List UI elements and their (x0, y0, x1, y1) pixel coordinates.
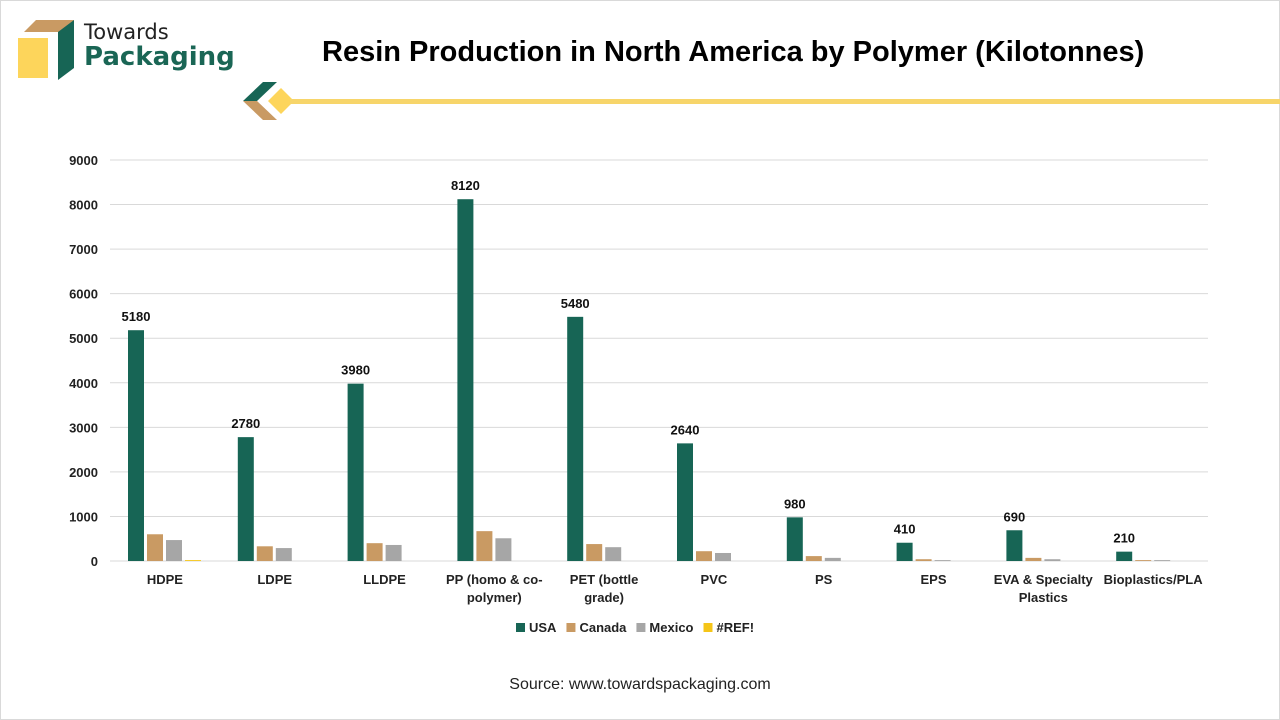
x-tick-label: PS (815, 572, 833, 587)
y-tick-label: 8000 (69, 198, 98, 213)
data-label: 5180 (122, 309, 151, 324)
bar-canada (915, 559, 932, 561)
legend-label: USA (529, 620, 557, 635)
x-tick-label: LLDPE (363, 572, 406, 587)
legend-swatch (703, 623, 713, 632)
bar-usa (1006, 530, 1023, 561)
x-tick-label: Bioplastics/PLA (1104, 572, 1204, 587)
bar-canada (1135, 560, 1152, 561)
bar-ref (185, 560, 201, 561)
y-tick-label: 5000 (69, 331, 98, 346)
x-tick-label: LDPE (257, 572, 292, 587)
chart-title: Resin Production in North America by Pol… (322, 36, 1145, 68)
x-tick-label: Plastics (1019, 590, 1068, 605)
legend-label: #REF! (717, 620, 755, 635)
bar-mexico (605, 547, 622, 561)
bar-canada (366, 543, 383, 561)
bar-usa (457, 199, 474, 561)
y-tick-label: 0 (91, 554, 98, 569)
bar-canada (586, 544, 603, 561)
data-label: 2780 (231, 416, 260, 431)
bar-mexico (934, 560, 951, 561)
data-label: 980 (784, 496, 806, 511)
y-tick-label: 2000 (69, 465, 98, 480)
bar-mexico (166, 540, 182, 561)
y-tick-label: 9000 (69, 153, 98, 168)
bar-mexico (715, 552, 731, 561)
legend-label: Mexico (649, 620, 693, 635)
bar-usa (567, 316, 584, 561)
x-tick-label: grade) (584, 590, 624, 605)
y-tick-label: 3000 (69, 420, 98, 435)
bar-canada (256, 546, 273, 561)
data-label: 3980 (341, 363, 370, 378)
y-tick-label: 4000 (69, 376, 98, 391)
bar-mexico (1154, 560, 1171, 561)
x-tick-label: EVA & Specialty (994, 572, 1094, 587)
x-tick-label: PP (homo & co- (446, 572, 543, 587)
bar-mexico (385, 544, 402, 561)
data-label: 210 (1113, 531, 1135, 546)
bar-canada (147, 534, 163, 561)
x-tick-label: HDPE (147, 572, 183, 587)
bar-mexico (495, 538, 512, 561)
bar-canada (476, 531, 493, 561)
data-label: 410 (894, 522, 916, 537)
bar-usa (896, 542, 913, 561)
legend-label: Canada (579, 620, 627, 635)
legend-swatch (636, 623, 646, 632)
x-tick-label: EPS (920, 572, 946, 587)
bar-usa (677, 443, 693, 561)
y-tick-label: 6000 (69, 287, 98, 302)
source-text: Source: www.towardspackaging.com (509, 676, 771, 693)
towards-packaging-logo-icon (18, 20, 74, 80)
data-label: 5480 (561, 296, 590, 311)
y-tick-label: 7000 (69, 242, 98, 257)
bar-usa (237, 437, 254, 561)
bar-usa (347, 383, 364, 561)
bar-mexico (275, 548, 292, 561)
bar-canada (805, 556, 822, 561)
brand-line1: Towards (84, 20, 169, 44)
legend-swatch (566, 623, 576, 632)
legend-swatch (516, 623, 525, 632)
bar-mexico (824, 557, 841, 561)
bar-usa (128, 330, 144, 561)
bar-usa (786, 517, 803, 561)
title-rule (290, 99, 1280, 104)
x-tick-label: polymer) (467, 590, 522, 605)
brand-line2: Packaging (84, 42, 235, 72)
data-label: 2640 (671, 422, 700, 437)
bar-usa (1116, 551, 1133, 561)
title-ornament-icon (243, 82, 294, 120)
data-label: 8120 (451, 178, 480, 193)
bar-canada (1025, 557, 1042, 561)
bar-mexico (1044, 559, 1061, 561)
x-tick-label: PET (bottle (570, 572, 639, 587)
x-tick-label: PVC (701, 572, 728, 587)
y-tick-label: 1000 (69, 509, 98, 524)
data-label: 690 (1004, 509, 1026, 524)
bar-canada (696, 551, 712, 561)
